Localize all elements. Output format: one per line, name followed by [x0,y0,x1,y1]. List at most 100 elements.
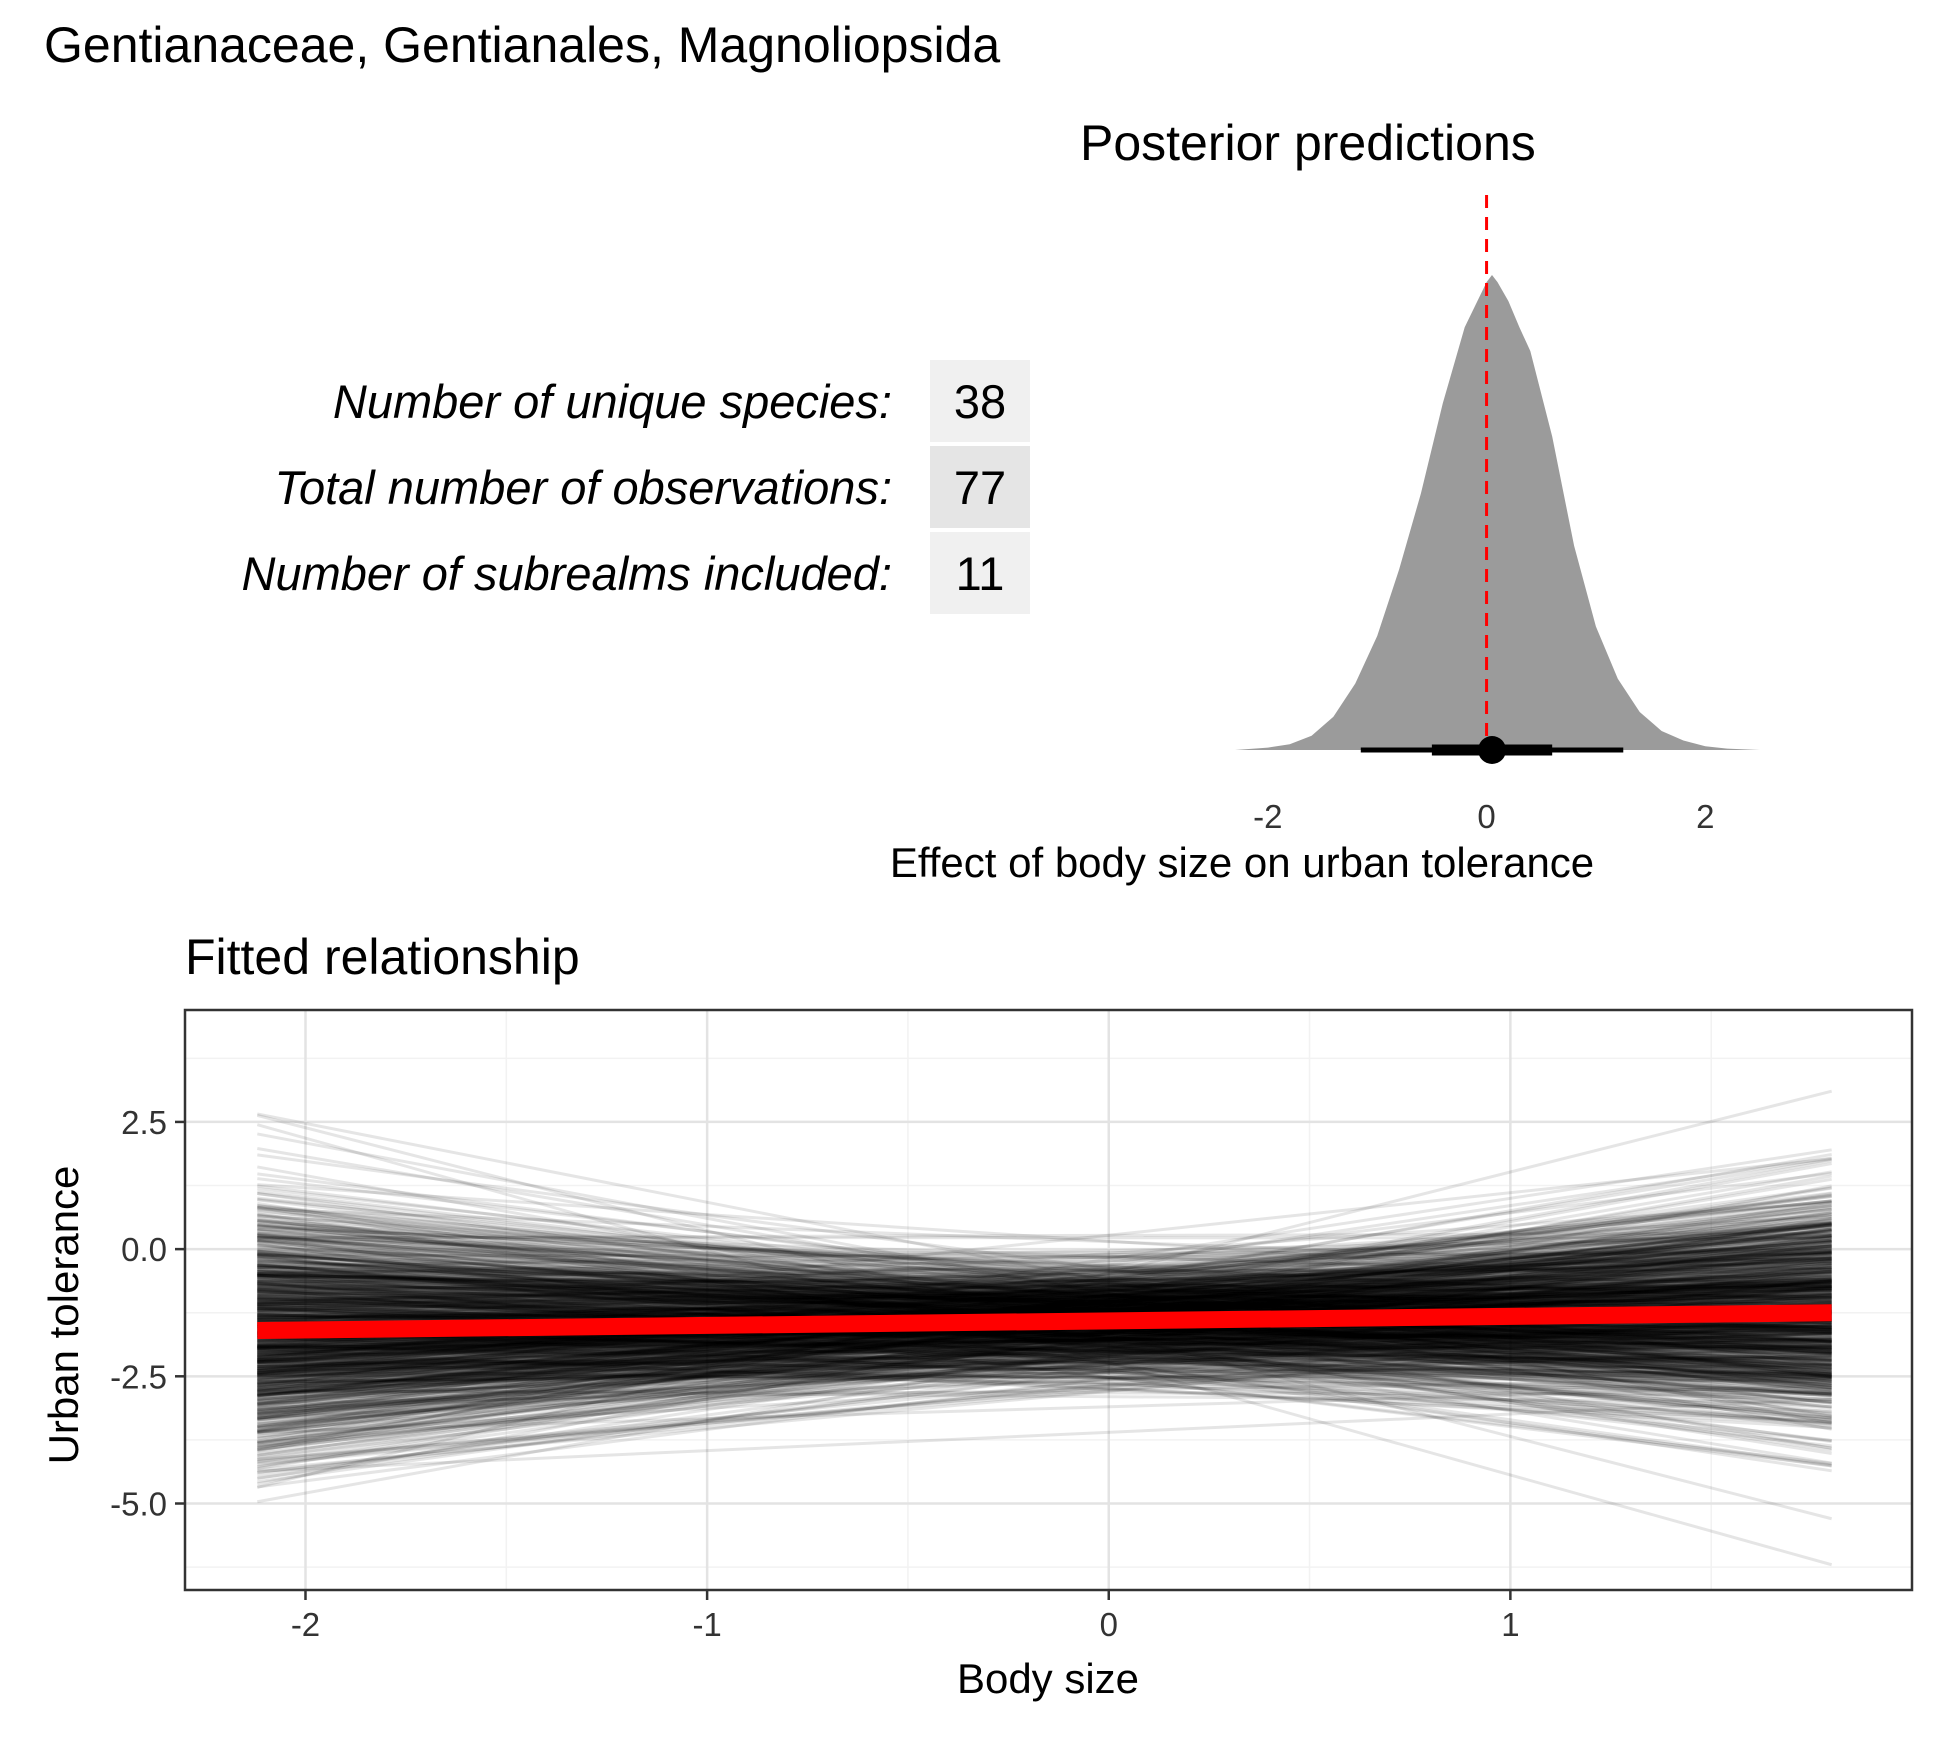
posterior-draw-line [257,1275,1832,1308]
posterior-draw-line [257,1216,1832,1504]
posterior-draw-line [257,1325,1832,1357]
posterior-draw-line [257,1251,1832,1323]
posterior-chart-title: Posterior predictions [1080,115,1536,171]
posterior-draw-line [257,1270,1832,1279]
posterior-draw-line [257,1287,1832,1389]
posterior-draw-line [257,1321,1832,1348]
posterior-draw-line [257,1152,1832,1432]
posterior-draw-line [257,1256,1832,1280]
posterior-draw-line [257,1194,1832,1375]
posterior-draw-line [257,1253,1832,1344]
posterior-draw-line [257,1277,1832,1398]
posterior-draw-line [257,1278,1832,1313]
posterior-draw-line [257,1284,1832,1308]
posterior-draw-line [257,1201,1832,1315]
posterior-draw-line [257,1280,1832,1397]
posterior-draw-line [257,1266,1832,1397]
posterior-draw-line [257,1265,1832,1484]
posterior-draw-line [257,1274,1832,1312]
posterior-draw-line [257,1244,1832,1304]
posterior-draw-line [257,1350,1832,1366]
posterior-draw-line [257,1192,1832,1416]
posterior-draw-line [257,1310,1832,1388]
posterior-draw-line [257,1223,1832,1305]
posterior-draw-line [257,1245,1832,1319]
posterior-draw-line [257,1264,1832,1354]
posterior-draw-line [257,1369,1832,1384]
posterior-draw-line [257,1277,1832,1322]
posterior-draw-line [257,1261,1832,1362]
posterior-draw-line [257,1252,1832,1426]
posterior-draw-line [257,1287,1832,1381]
posterior-draw-line [257,1234,1832,1461]
posterior-draw-line [257,1360,1832,1379]
posterior-draw-line [257,1266,1832,1290]
posterior-draw-line [257,1227,1832,1385]
posterior-draw-line [257,1194,1832,1386]
posterior-draw-line [257,1269,1832,1448]
posterior-draw-line [257,1345,1832,1379]
posterior-draw-line [257,1269,1832,1343]
posterior-draw-line [257,1333,1832,1363]
posterior-draw-line [257,1273,1832,1299]
posterior-draw-line [257,1290,1832,1396]
posterior-draw-line [257,1165,1832,1450]
posterior-draw-line [257,1184,1832,1379]
posterior-draw-line [257,1273,1832,1344]
posterior-draw-line [257,1279,1832,1344]
posterior-draw-line [257,1225,1832,1304]
posterior-draw-line [257,1228,1832,1397]
posterior-draw-line [257,1285,1832,1306]
posterior-draw-line [257,1245,1832,1290]
posterior-draw-line [257,1252,1832,1360]
posterior-draw-line [257,1223,1832,1383]
posterior-draw-line [257,1192,1832,1417]
posterior-draw-line [257,1213,1832,1469]
posterior-draw-line [257,1335,1832,1425]
posterior-draw-line [257,1337,1832,1387]
posterior-draw-line [257,1260,1832,1420]
posterior-draw-line [257,1397,1832,1473]
posterior-draw-line [257,1157,1832,1327]
posterior-draw-line [257,1275,1832,1312]
posterior-draw-line [257,1228,1832,1365]
posterior-draw-line [257,1285,1832,1297]
posterior-draw-line [257,1191,1832,1378]
posterior-draw-line [257,1270,1832,1354]
posterior-draw-line [257,1225,1832,1324]
posterior-draw-line [257,1331,1832,1391]
posterior-draw-line [257,1281,1832,1290]
posterior-draw-line [257,1346,1832,1366]
posterior-draw-line [257,1238,1832,1371]
posterior-draw-line [257,1258,1832,1444]
stat-row-observations: Total number of observations: 77 [100,446,1030,528]
posterior-chart: Posterior predictions -2 0 2 Effect of bod… [890,115,1760,886]
posterior-draw-line [257,1273,1832,1347]
posterior-draw-line [257,1329,1832,1353]
posterior-draw-line [257,1227,1832,1351]
posterior-draw-line [257,1325,1832,1365]
posterior-draw-line [257,1368,1832,1395]
posterior-draw-line [257,1267,1832,1443]
stat-value-subrealms: 11 [930,532,1030,614]
posterior-draw-line [257,1238,1832,1362]
posterior-draw-line [257,1309,1832,1405]
posterior-draw-line [257,1280,1832,1336]
posterior-draw-line [257,1356,1832,1364]
posterior-draw-line [257,1365,1832,1374]
posterior-draw-line [257,1344,1832,1350]
posterior-median-point [1478,736,1507,764]
posterior-draw-line [257,1352,1832,1396]
posterior-draw-line [257,1229,1832,1322]
posterior-draw-line [257,1268,1832,1356]
posterior-draw-line [257,1259,1832,1315]
posterior-draw-line [257,1323,1832,1472]
posterior-draw-line [257,1344,1832,1378]
posterior-draw-line [257,1330,1832,1349]
posterior-draw-line [257,1309,1832,1445]
posterior-draw-line [257,1351,1832,1413]
posterior-draw-line [257,1274,1832,1300]
posterior-draw-line [257,1244,1832,1457]
posterior-draw-line [257,1220,1832,1376]
posterior-draw-line [257,1239,1832,1359]
